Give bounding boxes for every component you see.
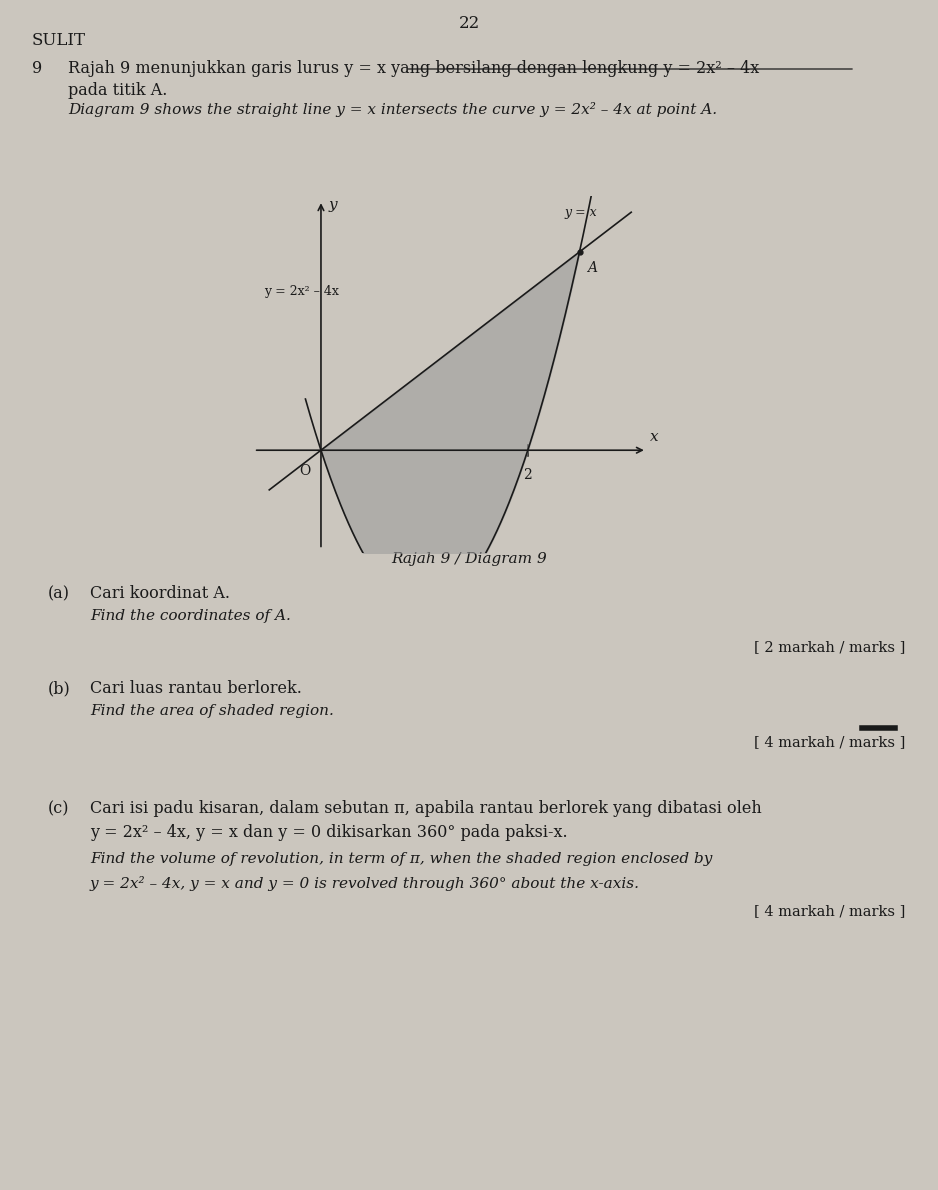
Text: y = 2x² – 4x: y = 2x² – 4x xyxy=(265,286,339,298)
Text: (a): (a) xyxy=(48,585,70,602)
Text: (b): (b) xyxy=(48,679,70,697)
Text: Cari isi padu kisaran, dalam sebutan π, apabila rantau berlorek yang dibatasi ol: Cari isi padu kisaran, dalam sebutan π, … xyxy=(90,800,762,818)
Text: [ 4 markah / marks ]: [ 4 markah / marks ] xyxy=(753,735,905,749)
Text: pada titik A.: pada titik A. xyxy=(68,82,167,99)
Text: Rajah 9 / Diagram 9: Rajah 9 / Diagram 9 xyxy=(391,552,547,566)
Text: SULIT: SULIT xyxy=(32,32,86,49)
Text: Diagram 9 shows the straight line y = x intersects the curve y = 2x² – 4x at poi: Diagram 9 shows the straight line y = x … xyxy=(68,102,718,117)
Text: Rajah 9 menunjukkan garis lurus y = x yang bersilang dengan lengkung y = 2x² – 4: Rajah 9 menunjukkan garis lurus y = x ya… xyxy=(68,60,759,77)
Text: A: A xyxy=(587,262,597,275)
Text: [ 4 markah / marks ]: [ 4 markah / marks ] xyxy=(753,904,905,917)
Text: 22: 22 xyxy=(459,15,479,32)
Text: O: O xyxy=(299,464,310,478)
Text: Find the coordinates of A.: Find the coordinates of A. xyxy=(90,609,291,624)
Text: x: x xyxy=(650,430,658,444)
Text: Cari luas rantau berlorek.: Cari luas rantau berlorek. xyxy=(90,679,302,697)
Text: 2: 2 xyxy=(523,468,532,482)
Text: Find the volume of revolution, in term of π, when the shaded region enclosed by: Find the volume of revolution, in term o… xyxy=(90,852,712,866)
Text: 9: 9 xyxy=(32,60,42,77)
Text: (c): (c) xyxy=(48,800,69,818)
Text: y = x: y = x xyxy=(564,206,597,219)
Text: Find the area of shaded region.: Find the area of shaded region. xyxy=(90,704,334,718)
Text: y = 2x² – 4x, y = x dan y = 0 dikisarkan 360° pada paksi-x.: y = 2x² – 4x, y = x dan y = 0 dikisarkan… xyxy=(90,823,567,841)
Text: [ 2 markah / marks ]: [ 2 markah / marks ] xyxy=(753,640,905,654)
Text: y: y xyxy=(328,198,337,212)
Text: y = 2x² – 4x, y = x and y = 0 is revolved through 360° about the x-axis.: y = 2x² – 4x, y = x and y = 0 is revolve… xyxy=(90,876,640,891)
Text: Cari koordinat A.: Cari koordinat A. xyxy=(90,585,230,602)
